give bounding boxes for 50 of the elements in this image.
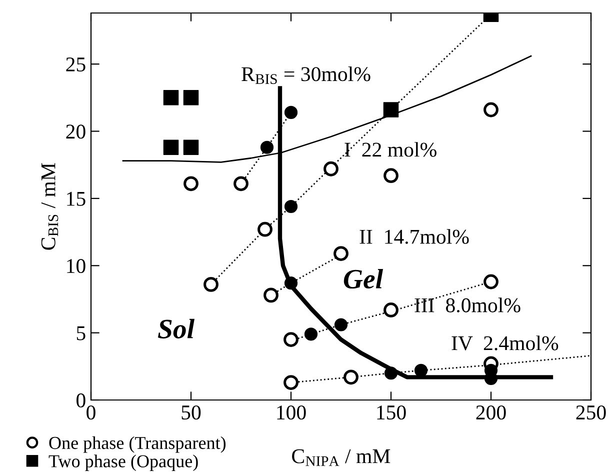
- point: [384, 366, 398, 380]
- x-tick-label: 100: [277, 405, 306, 420]
- point: [484, 274, 498, 290]
- annotation: I 22 mol%: [344, 142, 436, 157]
- point: [344, 370, 358, 385]
- point: [163, 90, 179, 106]
- point: [258, 222, 272, 237]
- legend-label: Two phase (Opaque): [48, 454, 198, 472]
- point: [184, 176, 198, 192]
- annotation: II 14.7mol%: [360, 229, 469, 244]
- point: [383, 102, 399, 118]
- y-tick-label: 25: [66, 57, 86, 72]
- point: [284, 375, 298, 390]
- point: [284, 106, 298, 119]
- x-tick-label: 50: [182, 405, 201, 420]
- y-axis-title: C$_{BIS}$ / mM: [41, 163, 58, 250]
- x-tick-label: 150: [377, 405, 406, 420]
- point: [264, 288, 278, 303]
- point: [284, 332, 298, 347]
- x-tick-label: 200: [476, 405, 506, 420]
- annotation: Sol: [158, 318, 194, 338]
- point: [204, 276, 218, 292]
- annotation: IV 2.4mol%: [452, 336, 558, 350]
- point: [183, 90, 199, 106]
- point: [284, 276, 298, 290]
- point: [260, 140, 274, 154]
- y-tick-label: 10: [67, 259, 86, 274]
- x-tick-label: 250: [576, 405, 606, 420]
- point: [414, 364, 428, 377]
- x-axis-title: C$_{NIPA}$ / mM: [292, 449, 390, 466]
- point: [484, 102, 498, 118]
- x-tick-label: 0: [86, 405, 96, 420]
- y-tick-label: 15: [67, 192, 86, 206]
- annotation: R$_{BIS}$ = 30mol%: [242, 66, 370, 84]
- y-tick-label: 20: [66, 124, 86, 139]
- point: [284, 200, 298, 214]
- point: [234, 176, 248, 192]
- annotation: III 8.0mol%: [414, 298, 520, 312]
- point: [384, 168, 398, 184]
- point: [163, 140, 179, 156]
- y-tick-label: 5: [76, 326, 86, 340]
- annotation: Gel: [344, 268, 384, 289]
- point: [384, 302, 398, 318]
- point: [334, 246, 348, 261]
- legend-label: One phase (Transparent): [49, 436, 226, 453]
- point: [183, 140, 199, 156]
- y-tick-label: 0: [76, 393, 86, 408]
- point: [324, 161, 338, 176]
- point: [334, 318, 348, 332]
- point: [304, 328, 318, 341]
